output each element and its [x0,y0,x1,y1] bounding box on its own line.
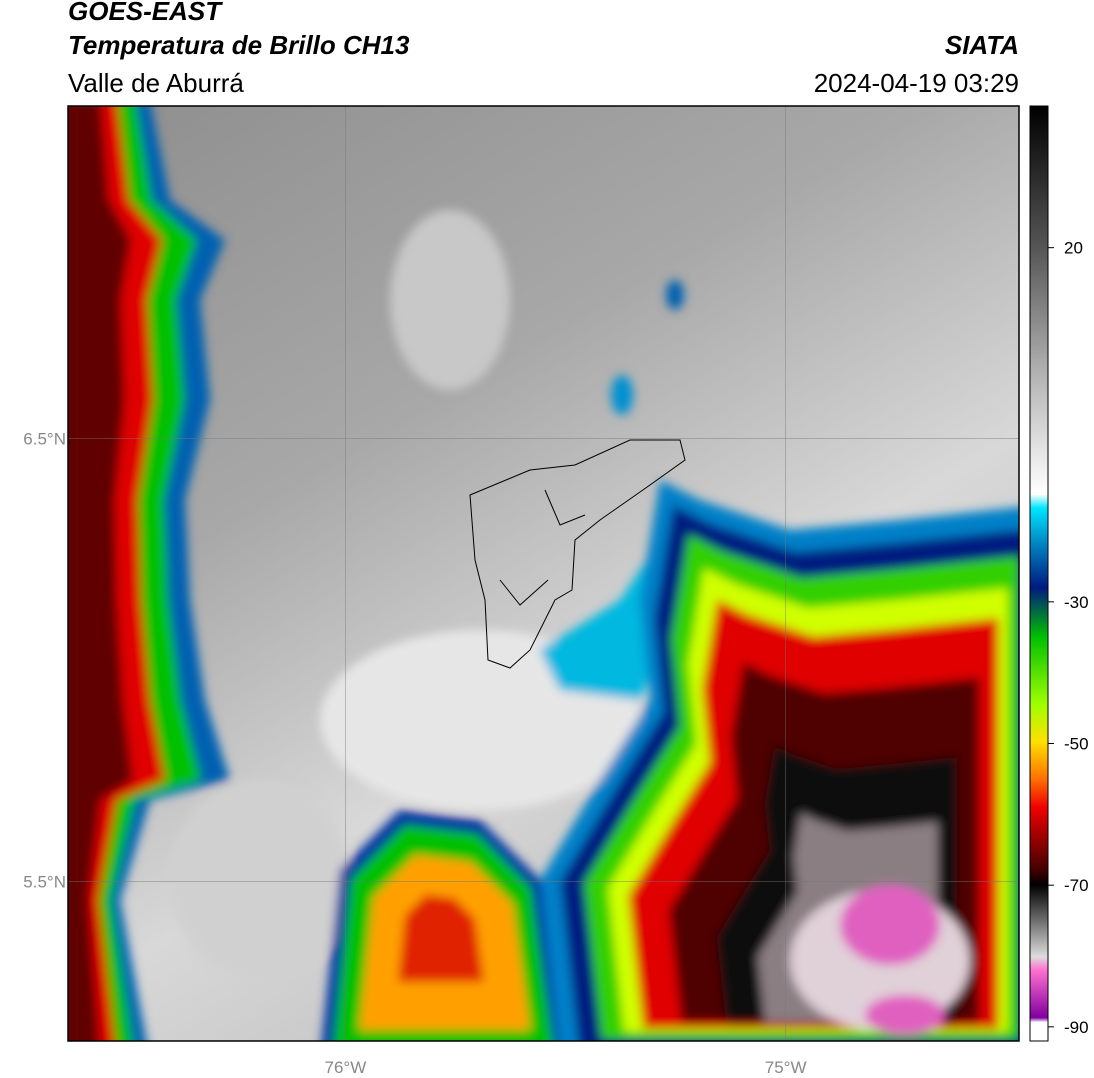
region: Valle de Aburrá [68,68,244,98]
source: SIATA [945,30,1019,60]
colorbar-tick-label: -90 [1064,1018,1089,1037]
y-tick-label: 6.5°N [23,429,66,448]
title: GOES-EAST [68,0,223,26]
y-tick-label: 5.5°N [23,872,66,891]
subtitle: Temperatura de Brillo CH13 [68,30,410,60]
datetime: 2024-04-19 03:29 [814,68,1019,98]
x-tick-label: 75°W [765,1058,807,1077]
x-tick-label: 76°W [324,1058,366,1077]
map-frame [67,105,1020,1042]
colorbar-tick-label: -50 [1064,735,1089,754]
colorbar-tick-label: -30 [1064,593,1089,612]
colorbar-tick-label: 20 [1064,239,1083,258]
satellite-image [68,106,1019,1041]
graticule [68,106,1019,1041]
colorbar-tick-label: -70 [1064,876,1089,895]
colorbar [1029,105,1049,1042]
